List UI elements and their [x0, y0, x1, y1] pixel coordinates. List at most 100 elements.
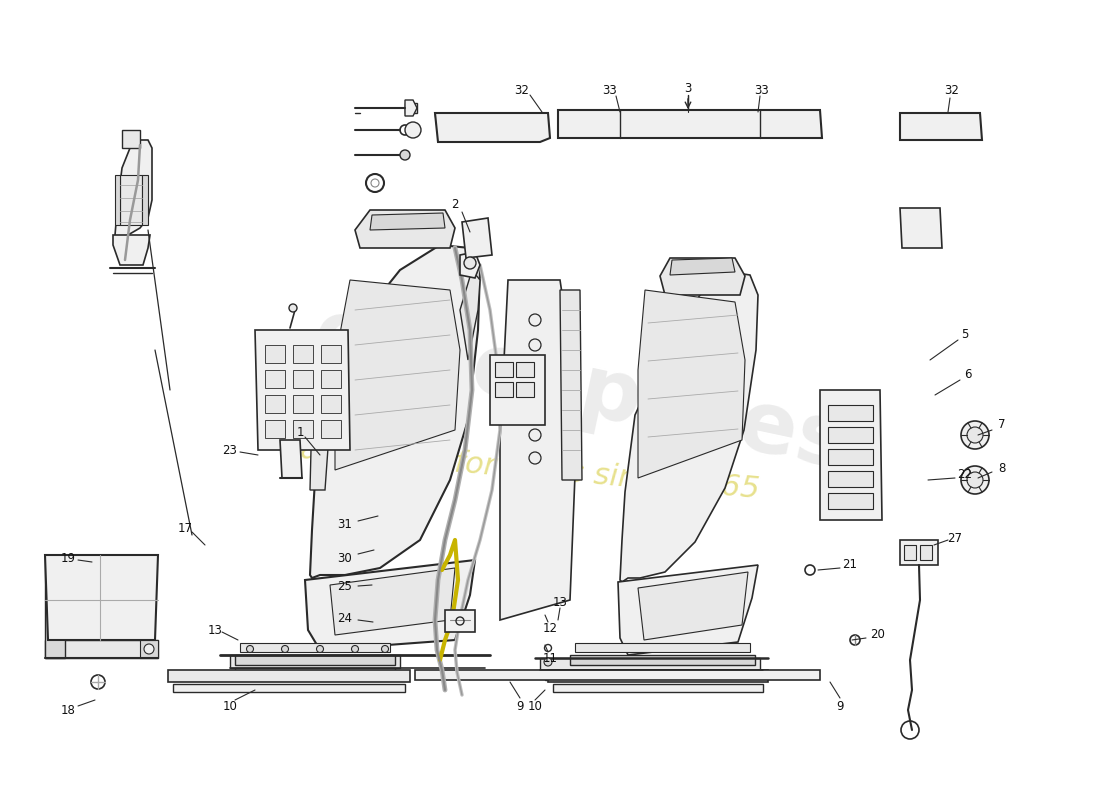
Polygon shape — [904, 215, 936, 242]
Text: 33: 33 — [603, 83, 617, 97]
Polygon shape — [415, 670, 820, 680]
Polygon shape — [336, 280, 460, 470]
Bar — [293, 420, 314, 438]
Polygon shape — [434, 113, 455, 135]
Polygon shape — [305, 560, 475, 650]
Polygon shape — [638, 572, 748, 640]
Text: 10: 10 — [222, 701, 238, 714]
Bar — [293, 395, 314, 413]
Polygon shape — [280, 440, 302, 478]
Text: 12: 12 — [542, 622, 558, 634]
Circle shape — [544, 658, 552, 666]
Text: 27: 27 — [947, 531, 962, 545]
Polygon shape — [120, 175, 142, 225]
Text: 5: 5 — [961, 329, 969, 342]
Circle shape — [382, 646, 388, 653]
Circle shape — [317, 646, 323, 653]
Text: 23: 23 — [222, 443, 238, 457]
Polygon shape — [240, 643, 390, 652]
Text: 11: 11 — [542, 651, 558, 665]
Text: 19: 19 — [60, 551, 76, 565]
Circle shape — [464, 257, 476, 269]
Bar — [495, 382, 513, 397]
Polygon shape — [116, 140, 152, 240]
Polygon shape — [405, 100, 417, 116]
Polygon shape — [310, 380, 330, 490]
Text: 6: 6 — [965, 369, 971, 382]
Circle shape — [400, 150, 410, 160]
Bar — [516, 382, 534, 397]
Text: 20: 20 — [870, 629, 886, 642]
Polygon shape — [558, 110, 822, 138]
Bar — [495, 362, 513, 377]
Circle shape — [282, 646, 288, 653]
Polygon shape — [462, 218, 492, 258]
Circle shape — [405, 122, 421, 138]
Polygon shape — [560, 290, 582, 480]
Polygon shape — [544, 670, 755, 680]
Polygon shape — [553, 684, 763, 692]
Polygon shape — [235, 655, 395, 665]
Bar — [900, 540, 938, 565]
Polygon shape — [310, 245, 480, 578]
Text: 8: 8 — [999, 462, 1005, 474]
Text: 22: 22 — [957, 469, 972, 482]
Polygon shape — [500, 280, 578, 620]
Text: 7: 7 — [999, 418, 1005, 431]
Bar — [828, 449, 873, 465]
Text: 32: 32 — [515, 83, 529, 97]
Polygon shape — [460, 270, 480, 360]
Text: 3: 3 — [684, 82, 692, 94]
Circle shape — [961, 421, 989, 449]
Text: 25: 25 — [338, 581, 352, 594]
Polygon shape — [570, 655, 755, 665]
Circle shape — [289, 304, 297, 312]
Text: eurospares: eurospares — [305, 293, 855, 487]
Polygon shape — [540, 658, 760, 670]
Polygon shape — [620, 272, 758, 582]
Circle shape — [967, 427, 983, 443]
Text: 18: 18 — [60, 703, 76, 717]
Polygon shape — [255, 330, 350, 450]
Text: 24: 24 — [338, 611, 352, 625]
Text: 9: 9 — [516, 699, 524, 713]
Polygon shape — [370, 213, 446, 230]
Circle shape — [144, 644, 154, 654]
Bar — [321, 420, 341, 438]
Polygon shape — [638, 290, 745, 478]
Polygon shape — [230, 655, 400, 668]
Bar — [293, 370, 314, 388]
Bar — [405, 103, 417, 113]
Bar — [828, 427, 873, 443]
Polygon shape — [113, 235, 150, 265]
Bar — [904, 545, 916, 560]
Polygon shape — [900, 208, 942, 248]
Circle shape — [961, 466, 989, 494]
Polygon shape — [173, 684, 405, 692]
Text: 32: 32 — [945, 83, 959, 97]
Polygon shape — [142, 175, 148, 225]
Text: 13: 13 — [552, 595, 568, 609]
Text: 30: 30 — [338, 551, 352, 565]
Polygon shape — [45, 640, 158, 658]
Polygon shape — [900, 113, 982, 140]
Bar — [265, 395, 285, 413]
Polygon shape — [618, 565, 758, 655]
Polygon shape — [330, 568, 455, 635]
Bar — [321, 345, 341, 363]
Polygon shape — [116, 175, 120, 225]
Polygon shape — [140, 640, 158, 658]
Bar — [828, 471, 873, 487]
Bar — [265, 420, 285, 438]
Bar — [293, 345, 314, 363]
Bar — [920, 545, 932, 560]
Text: a passion for parts since 1965: a passion for parts since 1965 — [299, 435, 761, 505]
Polygon shape — [820, 390, 882, 520]
Text: 10: 10 — [528, 701, 542, 714]
Polygon shape — [908, 120, 972, 135]
Bar — [516, 362, 534, 377]
Polygon shape — [355, 210, 455, 248]
Text: 9: 9 — [836, 699, 844, 713]
Bar — [265, 345, 285, 363]
Polygon shape — [670, 258, 735, 275]
